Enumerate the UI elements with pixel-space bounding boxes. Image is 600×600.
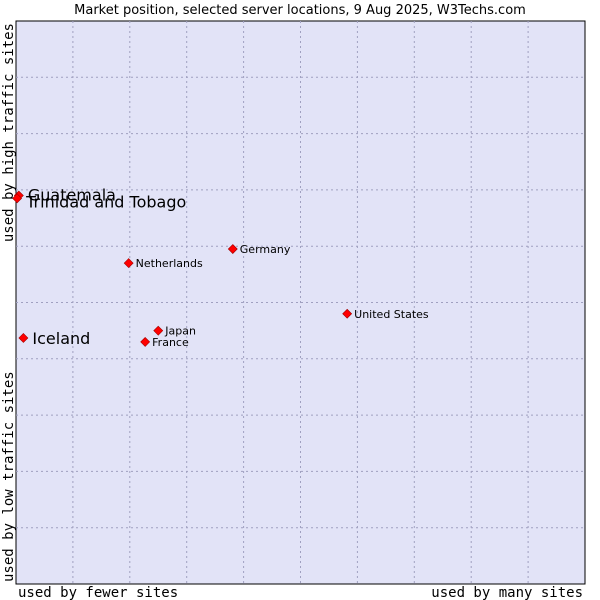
point-label: Iceland: [32, 329, 90, 348]
x-axis-label-right: used by many sites: [431, 585, 583, 600]
point-label: Netherlands: [136, 257, 203, 270]
point-marker: [140, 336, 151, 347]
point-marker: [227, 244, 238, 254]
point-label: Trinidad and Tobago: [25, 192, 186, 211]
data-point: Netherlands: [123, 257, 203, 270]
data-points: United States Germany Netherlands JapanFran…: [12, 186, 429, 349]
data-point: Trinidad and Tobago: [12, 192, 186, 211]
point-marker: [123, 258, 134, 269]
data-point: Iceland: [18, 329, 90, 348]
chart-title: Market position, selected server locatio…: [74, 3, 526, 18]
grid-lines: [16, 21, 585, 584]
point-label: Japan: [164, 325, 196, 338]
data-point: France: [140, 336, 189, 349]
x-axis-label-left: used by fewer sites: [18, 585, 178, 600]
data-point: United States: [342, 308, 429, 321]
data-point: Japan: [153, 325, 196, 338]
point-label: Guatemala: [28, 186, 116, 205]
point-label: France: [152, 336, 189, 349]
data-point: Germany: [227, 243, 291, 256]
point-marker: [153, 325, 164, 336]
y-axis-label-top: used by high traffic sites: [1, 23, 17, 242]
point-marker: [18, 333, 29, 343]
point-marker: [342, 308, 353, 319]
y-axis-label-bottom: used by low traffic sites: [1, 371, 17, 582]
point-marker: [12, 193, 23, 204]
point-label: Germany: [240, 243, 291, 256]
point-label: United States: [354, 308, 429, 321]
